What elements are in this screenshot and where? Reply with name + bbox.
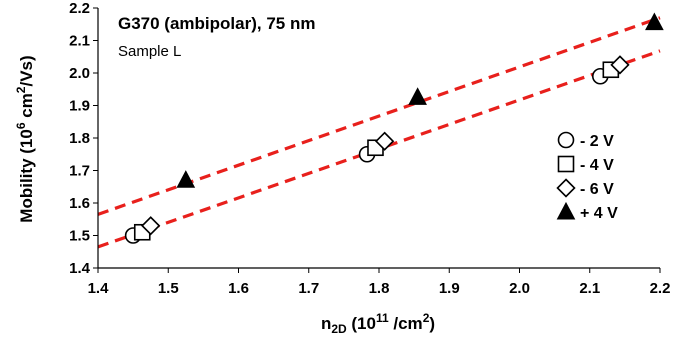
legend-marker-circle [557, 131, 575, 149]
data-point-triangle [645, 12, 664, 31]
x-tick-label: 1.4 [88, 280, 110, 297]
legend-label: + 4 V [580, 205, 618, 222]
annotation-subtitle: Sample L [118, 43, 181, 60]
y-tick-label: 1.9 [69, 98, 90, 115]
x-tick-label: 1.7 [298, 280, 319, 297]
x-tick-label: 1.6 [228, 280, 249, 297]
x-tick-label: 2.2 [650, 280, 671, 297]
y-tick-label: 1.7 [69, 163, 90, 180]
y-tick-label: 2.0 [69, 65, 90, 82]
y-tick-label: 2.1 [69, 33, 90, 50]
trendline-layer [97, 16, 661, 249]
data-point-triangle [176, 170, 196, 188]
legend-marker-square [557, 155, 575, 173]
legend-marker-triangle [556, 201, 576, 220]
axis-layer: 1.4 1.5 1.6 1.7 1.8 1.9 2.0 2.1 2.2 1.4 1.5 1.6 1.7 1… [69, 0, 670, 297]
marker-layer [124, 12, 664, 244]
legend-marker-diamond [556, 178, 576, 198]
x-tick-label: 2.0 [509, 280, 530, 297]
data-point-diamond [610, 55, 630, 75]
y-tick-label: 1.6 [69, 195, 90, 212]
x-tick-label: 1.5 [158, 280, 179, 297]
y-tick-label: 1.8 [69, 130, 90, 147]
y-axis-title: Mobility (106 cm2/Vs) [14, 55, 36, 222]
x-tick-label: 1.8 [369, 280, 390, 297]
x-tick-label: 1.9 [439, 280, 460, 297]
legend-label: - 2 V [580, 133, 614, 150]
data-point-diamond [141, 216, 161, 236]
y-tick-label: 1.5 [69, 228, 90, 245]
x-axis-title: n2D (1011 /cm2) [321, 311, 435, 336]
legend: - 2 V - 4 V - 6 V + 4 V [556, 131, 618, 222]
data-point-triangle [408, 87, 427, 105]
x-tick-label: 2.1 [579, 280, 600, 297]
y-tick-label: 1.4 [69, 260, 91, 277]
data-point-diamond [374, 131, 395, 151]
annotation-title: G370 (ambipolar), 75 nm [118, 14, 315, 33]
legend-label: - 6 V [580, 181, 614, 198]
legend-label: - 4 V [580, 157, 614, 174]
y-tick-label: 2.2 [69, 0, 90, 17]
